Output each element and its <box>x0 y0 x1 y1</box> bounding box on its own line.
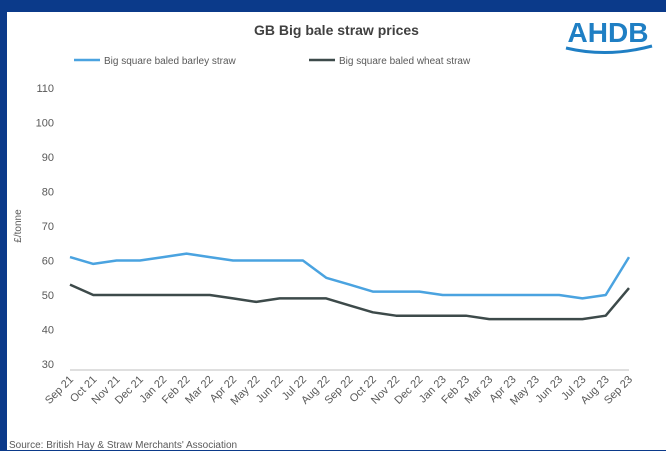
y-tick-label: 30 <box>42 359 54 371</box>
chart-title: GB Big bale straw prices <box>254 22 419 38</box>
source-note: Source: British Hay & Straw Merchants' A… <box>9 440 238 451</box>
series-line-1 <box>69 252 631 300</box>
y-axis-label: £/tonne <box>13 209 24 243</box>
y-tick-label: 40 <box>42 325 54 337</box>
y-tick-label: 110 <box>36 83 54 95</box>
y-tick-label: 100 <box>36 118 54 130</box>
y-tick-label: 80 <box>42 187 54 199</box>
series-line-2 <box>69 283 630 321</box>
x-tick-label: Sep 21 <box>43 374 76 407</box>
legend-label-1: Big square baled barley straw <box>104 56 237 67</box>
logo-swoosh-icon <box>565 44 653 54</box>
y-tick-label: 50 <box>42 290 54 302</box>
legend-label-2: Big square baled wheat straw <box>339 56 471 67</box>
chart-card: GB Big bale straw prices AHDB 30 40 50 60 70… <box>7 12 666 451</box>
y-tick-label: 90 <box>42 152 54 164</box>
ahdb-logo-text: AHDB <box>568 17 649 48</box>
y-tick-label: 60 <box>42 256 54 268</box>
y-tick-label: 70 <box>42 221 54 233</box>
ahdb-logo: AHDB <box>565 17 653 54</box>
